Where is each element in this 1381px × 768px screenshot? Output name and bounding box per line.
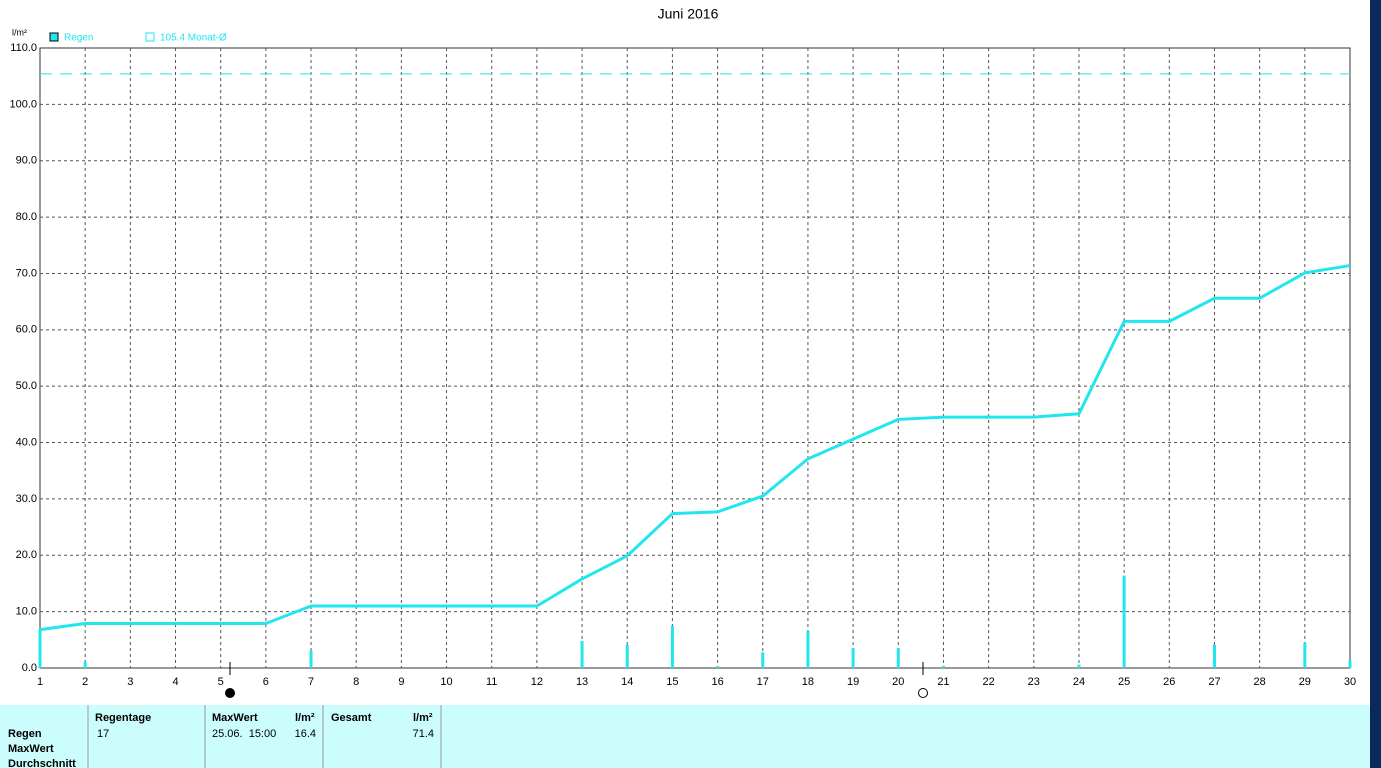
y-tick-label: 70.0: [16, 267, 37, 279]
x-tick-label: 7: [308, 676, 314, 688]
x-tick-label: 30: [1344, 676, 1356, 688]
x-tick-label: 22: [982, 676, 994, 688]
bar: [851, 648, 855, 668]
plot-frame: [39, 47, 1351, 669]
y-axis-label: l/m²: [12, 27, 27, 37]
bar: [1077, 664, 1081, 668]
bar: [309, 650, 313, 668]
table-cell: 71.4: [413, 728, 434, 740]
x-tick-label: 23: [1028, 676, 1040, 688]
bar: [761, 652, 765, 668]
table-header: Gesamt: [331, 712, 372, 724]
bar: [1122, 575, 1126, 668]
x-tick-label: 25: [1118, 676, 1130, 688]
x-tick-label: 9: [398, 676, 404, 688]
y-tick-label: 80.0: [16, 211, 37, 223]
bar: [580, 640, 584, 668]
y-tick-label: 110.0: [10, 42, 37, 54]
x-tick-label: 12: [531, 676, 543, 688]
bar: [38, 629, 42, 668]
x-tick-label: 6: [263, 676, 269, 688]
legend-label: Regen: [64, 33, 93, 44]
legend-swatch: [145, 32, 155, 42]
x-tick-label: 8: [353, 676, 359, 688]
row-label: Durchschnitt: [8, 758, 76, 768]
bar: [1212, 644, 1216, 668]
x-tick-label: 15: [666, 676, 678, 688]
table-cell: 17: [97, 728, 109, 740]
bar: [806, 630, 810, 668]
table-cell: 25.06. 15:00: [212, 728, 276, 740]
x-tick-label: 14: [621, 676, 633, 688]
row-label: MaxWert: [8, 743, 54, 755]
bar: [716, 666, 720, 668]
cumulative-line: [39, 264, 1351, 632]
x-tick-label: 24: [1073, 676, 1085, 688]
x-tick-label: 11: [486, 676, 497, 688]
stats-panel: [0, 705, 1370, 768]
x-tick-label: 28: [1254, 676, 1266, 688]
x-tick-label: 5: [218, 676, 224, 688]
x-tick-label: 27: [1208, 676, 1220, 688]
bar: [670, 625, 674, 668]
x-tick-label: 3: [127, 676, 133, 688]
table-header: l/m²: [413, 712, 433, 724]
bar: [896, 648, 900, 668]
y-tick-label: 100.0: [9, 98, 37, 110]
legend-swatch: [49, 32, 59, 42]
x-tick-label: 26: [1163, 676, 1175, 688]
stats-dividers: [87, 705, 442, 768]
y-tick-label: 10.0: [16, 606, 37, 618]
x-tick-label: 29: [1299, 676, 1311, 688]
table-header: Regentage: [95, 712, 151, 724]
x-tick-label: 10: [440, 676, 452, 688]
table-cell: 16.4: [295, 728, 316, 740]
x-tick-label: 19: [847, 676, 859, 688]
x-tick-label: 18: [802, 676, 814, 688]
x-tick-label: 13: [576, 676, 588, 688]
legend-label: 105.4 Monat-Ø: [160, 33, 227, 44]
table-header: l/m²: [295, 712, 315, 724]
bar: [1303, 642, 1307, 668]
y-tick-label: 20.0: [16, 549, 37, 561]
row-label: Regen: [8, 728, 42, 740]
y-tick-label: 50.0: [16, 380, 37, 392]
x-tick-label: 21: [937, 676, 949, 688]
y-tick-label: 60.0: [16, 324, 37, 336]
x-tick-label: 20: [892, 676, 904, 688]
window-edge: [1370, 0, 1381, 768]
x-tick-label: 16: [711, 676, 723, 688]
bar: [625, 644, 629, 668]
bar: [941, 665, 945, 668]
bar: [1348, 660, 1352, 668]
chart-title: Juni 2016: [658, 6, 719, 22]
table-header: MaxWert: [212, 712, 258, 724]
y-tick-label: 0.0: [22, 662, 37, 674]
x-tick-label: 4: [172, 676, 178, 688]
y-tick-label: 30.0: [16, 493, 37, 505]
y-tick-label: 90.0: [16, 155, 37, 167]
x-tick-label: 2: [82, 676, 88, 688]
bar: [83, 661, 87, 668]
moon-phases: [225, 662, 928, 698]
y-tick-label: 40.0: [16, 436, 37, 448]
x-tick-label: 17: [757, 676, 769, 688]
x-tick-label: 1: [37, 676, 43, 688]
